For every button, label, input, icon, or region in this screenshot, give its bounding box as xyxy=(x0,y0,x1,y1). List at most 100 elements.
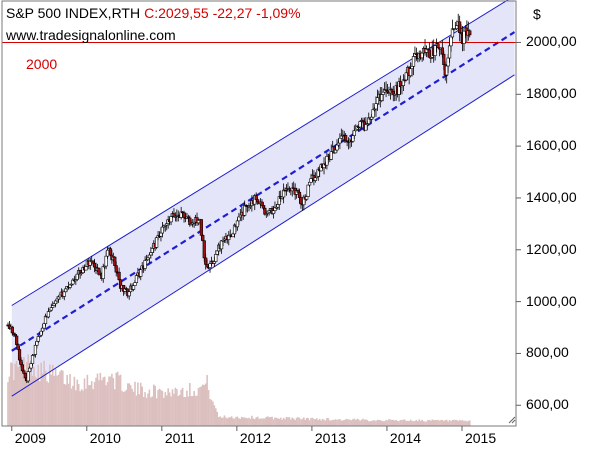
volume-bar xyxy=(236,416,239,426)
volume-bar xyxy=(79,391,81,426)
volume-bar xyxy=(109,376,112,426)
volume-bar xyxy=(314,419,317,426)
volume-bar xyxy=(222,417,224,426)
chart-title: S&P 500 INDEX,RTH C:2029,55 -22,27 -1,09% xyxy=(6,5,301,21)
volume-bar xyxy=(229,417,232,426)
volume-bar xyxy=(170,396,172,426)
volume-bar xyxy=(62,370,64,426)
volume-bar xyxy=(138,394,141,426)
volume-bar xyxy=(77,384,80,426)
channel-midline xyxy=(11,31,516,352)
volume-bar xyxy=(292,418,295,426)
volume-bar xyxy=(251,415,253,426)
volume-bar xyxy=(200,386,203,426)
volume-bar xyxy=(209,398,211,426)
volume-bar xyxy=(235,416,237,426)
volume-bar xyxy=(134,381,136,426)
volume-bar xyxy=(300,419,302,426)
volume-bar xyxy=(83,378,86,426)
volume-bar xyxy=(176,389,178,426)
volume-bar xyxy=(356,418,359,426)
volume-bar xyxy=(440,419,442,426)
volume-bar xyxy=(307,418,309,426)
volume-bar xyxy=(219,416,221,426)
volume-bar xyxy=(246,418,249,426)
volume-bar xyxy=(321,418,324,426)
volume-bar xyxy=(28,378,31,426)
volume-bar xyxy=(454,419,457,426)
volume-bar xyxy=(284,419,286,426)
volume-bar xyxy=(396,420,399,426)
volume-bar xyxy=(217,417,220,426)
volume-bar xyxy=(266,416,269,426)
volume-bar xyxy=(395,419,397,426)
volume-bar xyxy=(330,420,333,426)
volume-bar xyxy=(379,420,382,426)
volume-bar xyxy=(38,381,41,426)
volume-bar xyxy=(12,380,15,426)
volume-bar xyxy=(60,369,63,426)
volume-bar xyxy=(256,416,259,426)
volume-bar xyxy=(51,364,54,426)
volume-bar xyxy=(422,421,425,426)
volume-bar xyxy=(261,418,263,426)
volume-bar xyxy=(168,392,171,426)
volume-bar xyxy=(155,398,158,426)
volume-bar xyxy=(406,420,409,426)
volume-bar xyxy=(191,396,194,426)
resize-corner-icon[interactable] xyxy=(508,416,516,424)
volume-bar xyxy=(362,418,364,426)
volume-bar xyxy=(398,421,400,426)
volume-bar xyxy=(70,388,73,426)
volume-bar xyxy=(76,379,79,426)
volume-bar xyxy=(80,389,83,426)
volume-bar xyxy=(206,375,208,426)
volume-bar xyxy=(148,389,151,426)
volume-bar xyxy=(328,420,331,426)
volume-bar xyxy=(36,378,38,426)
volume-bar xyxy=(279,417,282,426)
candle xyxy=(306,184,310,198)
volume-bar xyxy=(408,421,410,426)
volume-bar xyxy=(437,419,439,426)
volume-bar xyxy=(290,419,292,426)
volume-bar xyxy=(271,416,273,426)
volume-bar xyxy=(359,420,361,426)
y-tick-label: 800,00 xyxy=(526,344,569,361)
volume-bar xyxy=(190,396,193,426)
channel-band xyxy=(11,0,515,397)
volume-bar xyxy=(125,389,128,426)
volume-bar xyxy=(375,421,377,426)
volume-bar xyxy=(259,418,262,426)
volume-bar xyxy=(295,417,298,426)
volume-bar xyxy=(363,419,366,426)
volume-bar xyxy=(297,417,299,426)
volume-bar xyxy=(337,419,340,426)
volume-bar xyxy=(160,389,162,426)
volume-bar xyxy=(34,376,37,426)
x-tick-label: 2015 xyxy=(464,430,497,446)
x-tick-label: 2014 xyxy=(389,430,422,446)
volume-bar xyxy=(385,419,387,426)
volume-bar xyxy=(113,389,116,426)
volume-bar xyxy=(405,420,408,426)
volume-bar xyxy=(86,374,89,426)
candle xyxy=(468,29,472,38)
volume-bar xyxy=(450,420,452,426)
volume-bar xyxy=(203,384,206,426)
volume-bar xyxy=(352,419,354,426)
symbol-name: S&P 500 INDEX,RTH xyxy=(6,5,141,21)
volume-bar xyxy=(248,417,250,426)
volume-bar xyxy=(360,419,363,426)
quote-readout: C:2029,55 -22,27 -1,09% xyxy=(144,5,301,21)
volume-bar xyxy=(64,384,67,426)
volume-bar xyxy=(366,420,369,426)
volume-bar xyxy=(238,418,240,426)
volume-bar xyxy=(178,394,181,426)
price-candles xyxy=(6,13,472,384)
volume-bar xyxy=(331,419,334,426)
volume-bar xyxy=(291,417,294,426)
volume-bar xyxy=(324,420,327,426)
volume-bar xyxy=(457,421,460,426)
